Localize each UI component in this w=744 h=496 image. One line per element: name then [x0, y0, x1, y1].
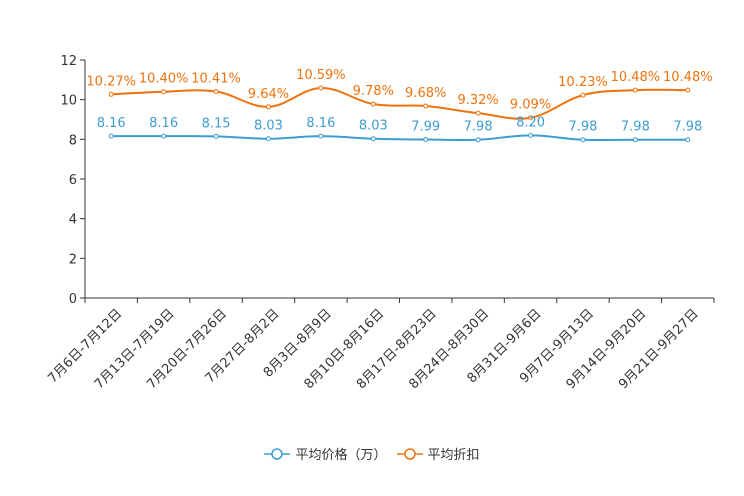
data-label: 8.15: [202, 116, 231, 131]
legend: 平均价格（万） 平均折扣: [0, 444, 744, 465]
data-label: 9.64%: [248, 87, 289, 102]
legend-swatch-icon: [396, 447, 423, 460]
data-labels: 8.16 8.16 8.15 8.03 8.16 8.03 7.99 7.98 8.20 7.98…: [86, 68, 712, 135]
legend-label: 平均价格（万）: [295, 448, 387, 463]
data-point[interactable]: [632, 137, 638, 143]
data-label: 8.16: [306, 116, 335, 131]
series-line-1: [111, 134, 688, 142]
legend-item-2[interactable]: 平均折扣: [396, 444, 480, 463]
data-label: 8.20: [516, 115, 545, 130]
series-line-2: [111, 86, 688, 120]
data-point[interactable]: [685, 137, 691, 143]
line-chart: 0246810127月6日-7月12日7月13日-7月19日7月20日-7月26…: [45, 54, 715, 392]
data-label: 9.09%: [510, 98, 551, 113]
data-point[interactable]: [108, 133, 114, 139]
data-point[interactable]: [213, 89, 219, 95]
data-label: 7.98: [568, 120, 597, 135]
data-label: 9.68%: [405, 86, 446, 101]
data-label: 10.48%: [663, 70, 713, 85]
series-points: [108, 85, 691, 143]
data-label: 10.23%: [558, 75, 608, 90]
data-label: 7.98: [464, 120, 493, 135]
legend-swatch-icon: [264, 447, 291, 460]
series-lines: [111, 86, 688, 142]
y-tick-label: 2: [69, 252, 77, 267]
data-label: 8.03: [254, 119, 283, 134]
data-point[interactable]: [475, 137, 481, 143]
data-point[interactable]: [528, 115, 534, 121]
data-point[interactable]: [580, 92, 586, 98]
data-point[interactable]: [632, 87, 638, 93]
y-tick-label: 4: [69, 213, 77, 228]
data-point[interactable]: [265, 136, 271, 142]
data-point[interactable]: [423, 137, 429, 143]
legend-label: 平均折扣: [427, 448, 480, 463]
data-label: 10.48%: [611, 70, 661, 85]
y-tick-label: 8: [69, 133, 77, 148]
y-tick-label: 12: [60, 54, 77, 69]
data-point[interactable]: [213, 133, 219, 139]
data-label: 10.59%: [296, 68, 346, 83]
legend-item-1[interactable]: 平均价格（万）: [264, 444, 387, 463]
data-point[interactable]: [265, 104, 271, 110]
data-label: 8.16: [149, 116, 178, 131]
data-label: 8.03: [359, 119, 388, 134]
data-point[interactable]: [318, 133, 324, 139]
data-point[interactable]: [685, 87, 691, 93]
data-point[interactable]: [370, 136, 376, 142]
data-label: 7.98: [621, 120, 650, 135]
data-label: 7.98: [673, 120, 702, 135]
data-label: 10.41%: [191, 72, 241, 87]
y-tick-label: 10: [60, 94, 77, 109]
data-point[interactable]: [161, 89, 167, 95]
data-point[interactable]: [423, 103, 429, 109]
data-point[interactable]: [528, 132, 534, 138]
data-point[interactable]: [580, 137, 586, 143]
y-tick-label: 0: [69, 292, 77, 307]
data-point[interactable]: [318, 85, 324, 91]
data-label: 9.78%: [353, 84, 394, 99]
data-label: 10.27%: [86, 74, 136, 89]
data-label: 7.99: [411, 120, 440, 135]
data-point[interactable]: [370, 101, 376, 107]
y-tick-label: 6: [69, 173, 77, 188]
data-point[interactable]: [475, 110, 481, 116]
data-point[interactable]: [161, 133, 167, 139]
data-point[interactable]: [108, 91, 114, 97]
data-label: 8.16: [97, 116, 126, 131]
data-label: 10.40%: [139, 72, 189, 87]
data-label: 9.32%: [457, 93, 498, 108]
